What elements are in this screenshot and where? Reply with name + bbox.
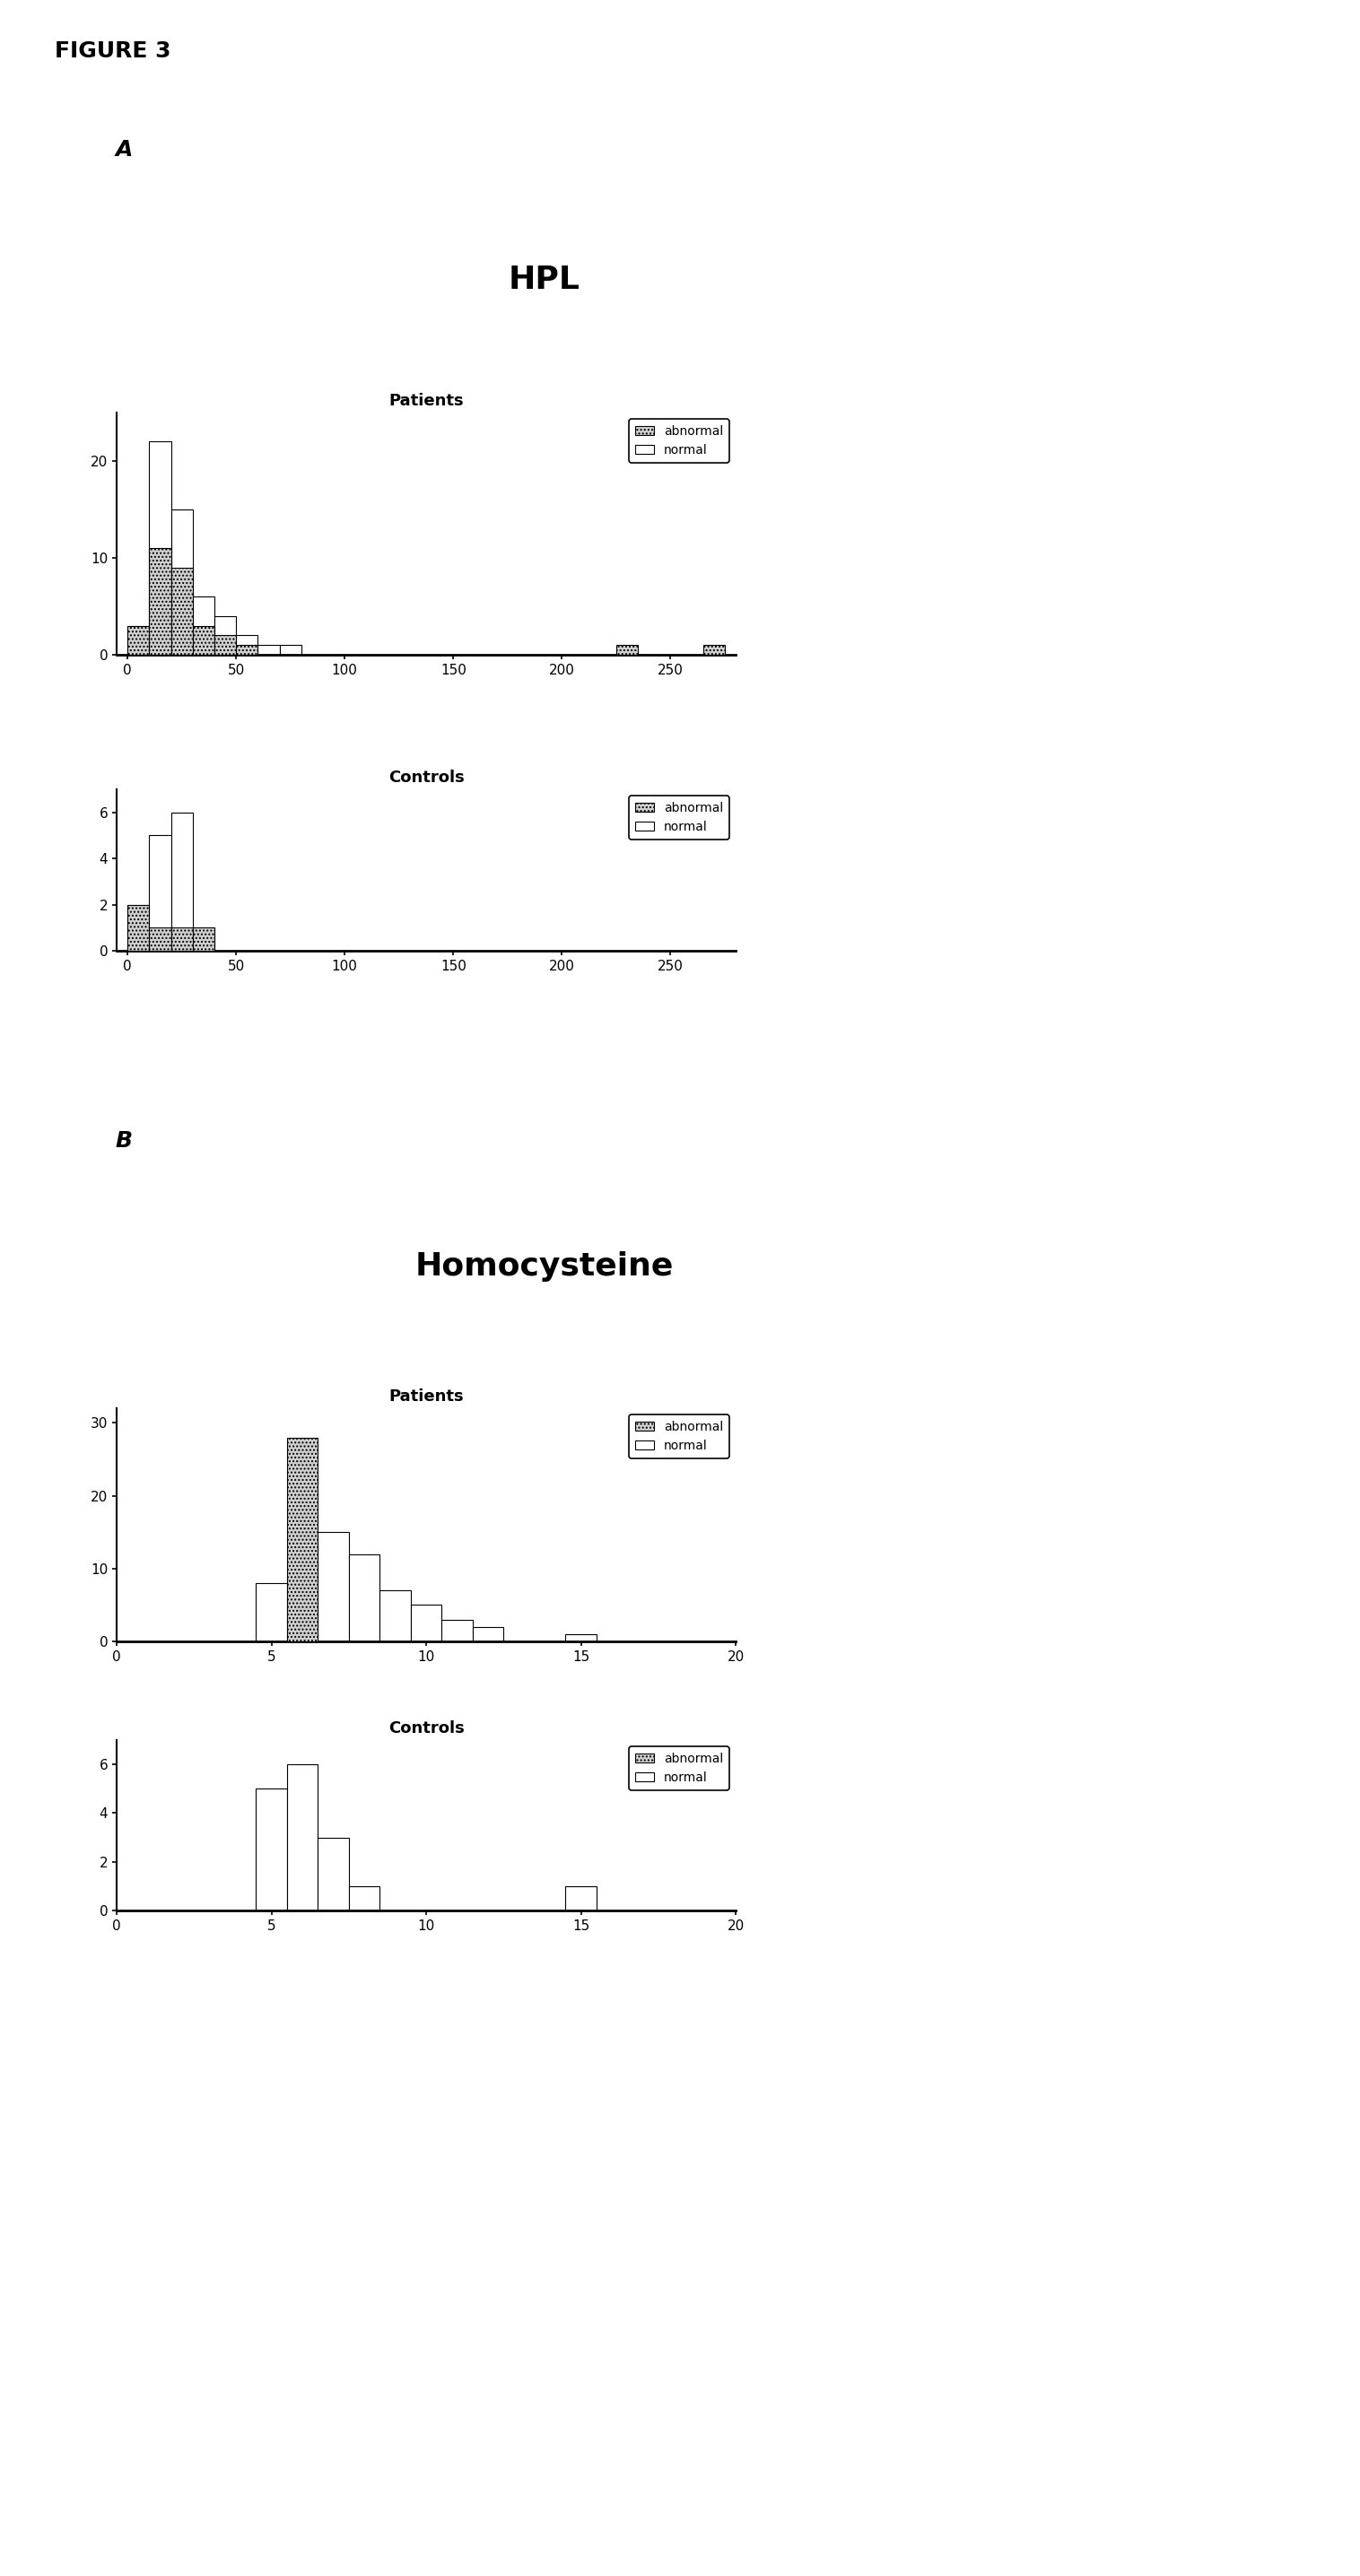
Bar: [472, 1628, 503, 1641]
Bar: [128, 904, 150, 951]
Bar: [411, 1605, 442, 1641]
Legend: abnormal, normal: abnormal, normal: [628, 1747, 729, 1790]
Bar: [703, 644, 725, 654]
Legend: abnormal, normal: abnormal, normal: [628, 420, 729, 464]
Bar: [379, 1589, 411, 1641]
Bar: [150, 927, 171, 951]
Bar: [566, 1633, 596, 1641]
Bar: [171, 927, 193, 951]
Bar: [348, 1553, 379, 1641]
Bar: [150, 549, 171, 654]
Bar: [237, 644, 258, 654]
Title: Controls: Controls: [388, 770, 464, 786]
Bar: [215, 616, 237, 654]
Bar: [150, 440, 171, 654]
Text: HPL: HPL: [509, 265, 579, 296]
Bar: [150, 835, 171, 951]
Bar: [215, 636, 237, 654]
Bar: [193, 626, 215, 654]
Bar: [616, 644, 638, 654]
Title: Controls: Controls: [388, 1721, 464, 1736]
Bar: [566, 1886, 596, 1911]
Text: FIGURE 3: FIGURE 3: [54, 41, 170, 62]
Bar: [258, 644, 280, 654]
Legend: abnormal, normal: abnormal, normal: [628, 1414, 729, 1458]
Text: Homocysteine: Homocysteine: [415, 1252, 673, 1283]
Bar: [193, 927, 215, 951]
Bar: [287, 1437, 318, 1641]
Text: B: B: [116, 1131, 133, 1151]
Bar: [128, 626, 150, 654]
Bar: [193, 598, 215, 654]
Bar: [128, 904, 150, 951]
Bar: [442, 1620, 472, 1641]
Bar: [193, 927, 215, 951]
Text: A: A: [116, 139, 133, 160]
Bar: [171, 510, 193, 654]
Bar: [128, 626, 150, 654]
Bar: [256, 1584, 287, 1641]
Bar: [348, 1886, 379, 1911]
Title: Patients: Patients: [389, 392, 464, 410]
Bar: [256, 1788, 287, 1911]
Bar: [287, 1765, 318, 1911]
Legend: abnormal, normal: abnormal, normal: [628, 796, 729, 840]
Title: Patients: Patients: [389, 1388, 464, 1404]
Bar: [171, 567, 193, 654]
Bar: [318, 1837, 348, 1911]
Bar: [318, 1533, 348, 1641]
Bar: [280, 644, 301, 654]
Bar: [237, 636, 258, 654]
Bar: [171, 811, 193, 951]
